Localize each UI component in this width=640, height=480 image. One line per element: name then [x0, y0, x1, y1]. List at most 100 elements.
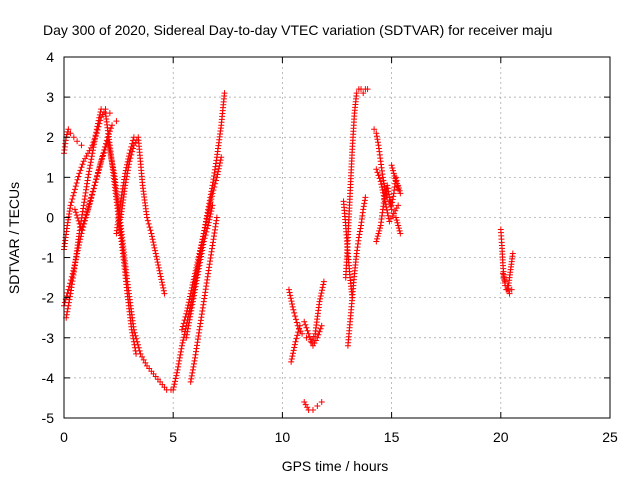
data-point [85, 206, 92, 213]
data-point [187, 310, 194, 317]
data-point [188, 304, 195, 311]
data-point [208, 196, 215, 203]
data-point [75, 173, 82, 180]
series-arc5 [71, 138, 175, 393]
data-point [205, 219, 212, 226]
data-point [318, 322, 325, 329]
data-point [96, 164, 103, 171]
x-tick-labels: 0 5 10 15 20 25 [60, 429, 618, 445]
data-point [129, 140, 136, 147]
data-point [100, 149, 107, 156]
data-point [303, 334, 310, 341]
data-point [126, 150, 133, 157]
data-point [207, 213, 214, 220]
data-point [67, 202, 74, 209]
data-point [505, 285, 512, 292]
data-point [78, 226, 85, 233]
data-point [201, 235, 208, 242]
data-point [319, 287, 326, 294]
x-axis-label: GPS time / hours [282, 458, 389, 474]
data-point [295, 325, 302, 332]
y-tick-labels: -5 -4 -3 -2 -1 0 1 2 3 4 [42, 49, 55, 426]
data-point [175, 363, 182, 370]
x-tick-label: 10 [275, 429, 291, 445]
data-point [124, 158, 131, 165]
y-tick-label: 1 [46, 169, 54, 185]
data-point [127, 147, 134, 154]
data-point [195, 265, 202, 272]
data-point [173, 369, 180, 376]
data-point [160, 284, 167, 291]
data-series [61, 86, 516, 413]
data-point [148, 233, 155, 240]
data-point [386, 218, 393, 225]
data-point [508, 286, 515, 293]
data-point [192, 283, 199, 290]
data-point [108, 155, 115, 162]
data-point [375, 230, 382, 237]
data-point [83, 152, 90, 159]
data-point [74, 138, 81, 145]
data-point [204, 225, 211, 232]
data-point [190, 360, 197, 367]
data-point [81, 217, 88, 224]
data-point [65, 302, 72, 309]
data-point [184, 325, 191, 332]
data-point [309, 342, 316, 349]
data-point [390, 210, 397, 217]
data-point [317, 292, 324, 299]
data-point [394, 219, 401, 226]
data-point [160, 287, 167, 294]
data-point [184, 328, 191, 335]
series-arc10 [187, 214, 220, 385]
data-point [172, 378, 179, 385]
data-point [189, 298, 196, 305]
data-point [187, 290, 194, 297]
data-point [397, 230, 404, 237]
data-point [74, 176, 81, 183]
data-point [153, 253, 160, 260]
data-point [395, 222, 402, 229]
data-point [171, 381, 178, 388]
data-point [392, 214, 399, 221]
data-point [94, 123, 101, 130]
data-point [178, 326, 185, 333]
data-point [64, 289, 71, 296]
data-point [87, 162, 94, 169]
data-point [395, 225, 402, 232]
data-point [68, 199, 75, 206]
data-point [104, 138, 111, 145]
data-point [506, 290, 513, 297]
data-point [349, 294, 356, 301]
data-point [197, 256, 204, 263]
data-point [189, 301, 196, 308]
data-point [188, 375, 195, 382]
data-point [302, 401, 309, 408]
data-point [188, 307, 195, 314]
data-point [150, 241, 157, 248]
data-point [386, 194, 393, 201]
data-point [179, 339, 186, 346]
data-point [374, 233, 381, 240]
data-point [142, 359, 149, 366]
data-point [289, 303, 296, 310]
data-point [385, 188, 392, 195]
y-tick-label: -2 [42, 290, 55, 306]
data-point [390, 167, 397, 174]
data-point [317, 295, 324, 302]
data-point [186, 296, 193, 303]
data-point [145, 220, 152, 227]
data-point [130, 134, 137, 141]
data-point [376, 175, 383, 182]
data-point [393, 205, 400, 212]
data-point [71, 186, 78, 193]
y-tick-label: 3 [46, 89, 54, 105]
data-point [356, 228, 363, 235]
data-point [100, 152, 106, 159]
data-point [122, 167, 129, 174]
data-point [192, 286, 199, 293]
data-point [397, 190, 404, 197]
y-tick-label: 2 [46, 129, 54, 145]
data-point [380, 192, 387, 199]
data-point [305, 330, 312, 337]
